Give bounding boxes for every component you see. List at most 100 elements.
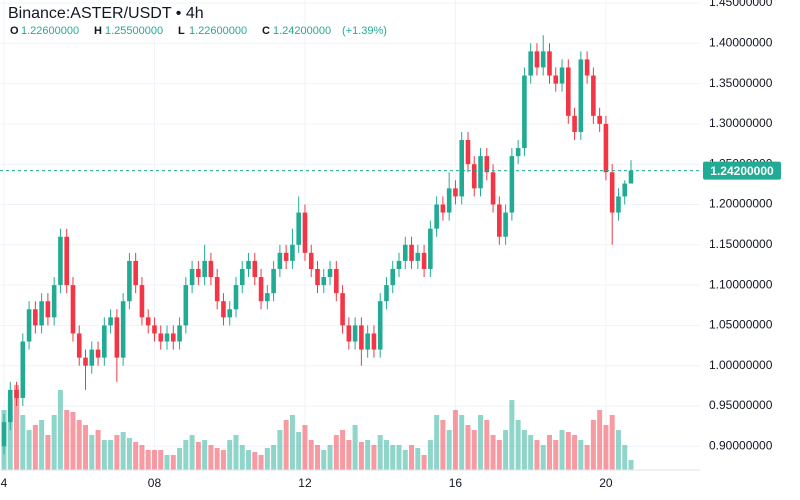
volume-bar xyxy=(170,455,176,470)
volume-bar xyxy=(289,415,295,470)
candle-body xyxy=(246,260,251,269)
candle-body xyxy=(509,156,515,213)
volume-bar xyxy=(83,425,89,470)
candle-body xyxy=(39,301,44,326)
candle-body xyxy=(152,325,157,334)
y-tick-label: 1.40000000 xyxy=(709,35,773,49)
volume-bar xyxy=(402,450,408,470)
candle-body xyxy=(214,277,220,302)
candle-body xyxy=(540,51,546,68)
candle-body xyxy=(409,244,414,261)
x-tick-label: 16 xyxy=(449,476,463,490)
candle-body xyxy=(258,277,264,302)
candle-body xyxy=(459,140,465,197)
volume-bar xyxy=(383,440,389,470)
volume-bar xyxy=(565,432,571,470)
volume-bar xyxy=(133,442,139,470)
candle-body xyxy=(196,268,201,278)
candle-body xyxy=(603,123,609,173)
candle-body xyxy=(622,183,628,197)
volume-bar xyxy=(95,430,101,470)
candle-body xyxy=(277,252,283,269)
candle-body xyxy=(478,156,483,189)
candle-body xyxy=(76,333,82,358)
candle-body xyxy=(89,349,95,366)
volume-bar xyxy=(51,415,57,470)
candle-body xyxy=(616,196,621,213)
candle-body xyxy=(390,268,396,286)
volume-bar xyxy=(572,435,578,470)
candle-body xyxy=(208,260,214,278)
candle-body xyxy=(177,325,182,342)
candle-body xyxy=(396,260,402,269)
candle-body xyxy=(321,277,327,286)
volume-bar xyxy=(114,435,120,470)
candle-body xyxy=(20,341,26,398)
candle-body xyxy=(453,188,458,197)
candle-body xyxy=(170,333,176,342)
candle-body xyxy=(108,317,113,326)
candle-body xyxy=(45,301,51,318)
volume-bar xyxy=(615,430,621,470)
volume-bar xyxy=(283,420,289,470)
volume-bar xyxy=(57,390,63,470)
volume-bar xyxy=(208,445,214,470)
ohlc-legend: O 1.22600000 H 1.25500000 L 1.22600000 C 1.2420… xyxy=(10,25,387,37)
volume-bar xyxy=(496,440,502,470)
volume-bar xyxy=(440,420,446,470)
y-tick-label: 0.95000000 xyxy=(709,398,773,412)
volume-bar xyxy=(214,448,220,470)
candle-body xyxy=(327,268,333,278)
volume-bar xyxy=(553,440,559,470)
candle-body xyxy=(528,51,533,76)
volume-bar xyxy=(365,440,371,470)
y-tick-label: 0.90000000 xyxy=(709,438,773,452)
candle-body xyxy=(522,75,527,149)
candle-body xyxy=(578,59,584,132)
volume-bar xyxy=(333,435,339,470)
volume-bar xyxy=(396,445,402,470)
volume-bar xyxy=(271,445,277,470)
volume-bar xyxy=(321,450,327,470)
candle-body xyxy=(428,228,433,269)
volume-bar xyxy=(195,442,201,470)
volume-bar xyxy=(540,445,546,470)
volume-bar xyxy=(296,432,302,470)
volume-bar xyxy=(409,445,415,470)
legend-key: H xyxy=(94,25,102,37)
volume-bar xyxy=(39,420,45,470)
candle-body xyxy=(371,333,377,350)
y-tick-label: 1.10000000 xyxy=(709,277,773,291)
price-axis: 0.90000000 0.95000000 1.00000000 1.05000000… xyxy=(709,0,773,452)
candle-body xyxy=(252,260,258,278)
candle-body xyxy=(233,285,239,310)
candle-body xyxy=(202,260,207,278)
volume-bar xyxy=(490,435,496,470)
volume-bar xyxy=(220,450,226,470)
candle-body xyxy=(1,422,7,447)
y-tick-label: 1.00000000 xyxy=(709,358,773,372)
volume-bar xyxy=(233,435,239,470)
volume-bar xyxy=(327,445,333,470)
volume-bar xyxy=(64,410,70,470)
candle-body xyxy=(83,357,88,366)
volume-bar xyxy=(390,445,396,470)
candle-body xyxy=(145,317,151,326)
candle-body xyxy=(127,260,132,302)
candle-body xyxy=(139,285,145,318)
candle-body xyxy=(51,285,57,318)
candle-body xyxy=(359,325,364,350)
volume-bar xyxy=(415,448,421,470)
volume-bar xyxy=(108,440,114,470)
volume-bar xyxy=(340,430,346,470)
candle-body xyxy=(308,252,314,269)
candle-body xyxy=(340,293,345,326)
candle-body xyxy=(26,309,32,342)
x-tick-label: 20 xyxy=(599,476,613,490)
volume-bar xyxy=(515,420,521,470)
candles xyxy=(1,35,634,455)
x-tick-label: 12 xyxy=(298,476,312,490)
volume-bar xyxy=(76,420,82,470)
candle-body xyxy=(515,148,521,157)
